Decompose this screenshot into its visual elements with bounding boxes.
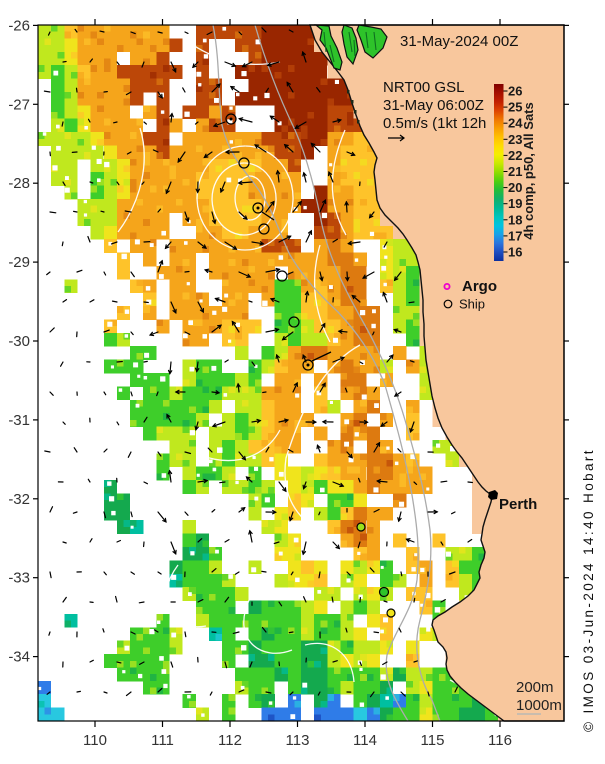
svg-text:24: 24 [508,116,523,131]
svg-text:21: 21 [508,164,522,179]
svg-text:110: 110 [83,732,107,749]
svg-text:-32: -32 [8,491,30,508]
svg-text:© IMOS 03-Jun-2024 14:40 Hobar: © IMOS 03-Jun-2024 14:40 Hobart [581,448,596,732]
svg-text:200m: 200m [516,679,554,696]
svg-text:NRT00 GSL: NRT00 GSL [383,79,464,96]
svg-text:-26: -26 [8,17,30,34]
svg-text:113: 113 [286,732,310,749]
svg-text:22: 22 [508,148,522,163]
svg-text:-31: -31 [8,412,30,429]
svg-text:23: 23 [508,132,522,147]
svg-text:-33: -33 [8,570,30,587]
svg-text:31-May 06:00Z: 31-May 06:00Z [383,97,484,114]
svg-text:20: 20 [508,180,522,195]
svg-text:16: 16 [508,245,522,260]
svg-text:-27: -27 [8,96,30,113]
svg-text:-28: -28 [8,175,30,192]
svg-text:-34: -34 [8,649,30,666]
svg-text:-30: -30 [8,333,30,350]
svg-text:114: 114 [353,732,377,749]
svg-text:0.5m/s (1kt 12h: 0.5m/s (1kt 12h [383,115,486,132]
svg-text:17: 17 [508,228,522,243]
svg-text:18: 18 [508,212,522,227]
svg-text:116: 116 [488,732,512,749]
svg-text:Argo: Argo [462,278,497,295]
svg-text:-29: -29 [8,254,30,271]
svg-text:115: 115 [421,732,445,749]
svg-text:112: 112 [218,732,242,749]
svg-text:31-May-2024 00Z: 31-May-2024 00Z [400,33,518,50]
svg-text:4h comp, p50, All Sats: 4h comp, p50, All Sats [521,102,536,240]
svg-text:111: 111 [151,732,174,749]
svg-text:Ship: Ship [459,297,485,312]
svg-text:Perth: Perth [499,496,537,513]
svg-text:1000m: 1000m [516,697,562,714]
svg-text:19: 19 [508,196,522,211]
svg-text:25: 25 [508,100,522,115]
svg-text:26: 26 [508,84,522,99]
